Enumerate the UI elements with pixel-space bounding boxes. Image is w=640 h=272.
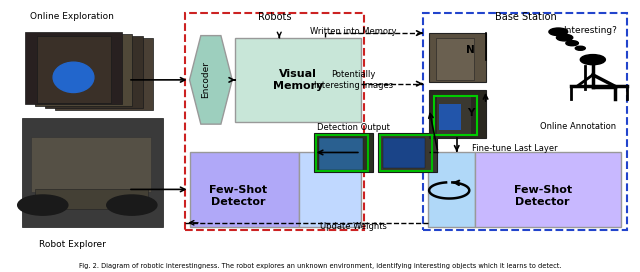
Circle shape xyxy=(580,55,605,65)
Bar xyxy=(428,152,475,227)
Polygon shape xyxy=(189,36,232,124)
Bar xyxy=(436,95,470,135)
Bar xyxy=(55,38,152,110)
Circle shape xyxy=(556,34,573,41)
Bar xyxy=(300,152,361,227)
Bar xyxy=(475,152,621,227)
Text: N: N xyxy=(466,45,475,54)
Text: Encoder: Encoder xyxy=(202,61,211,98)
Text: Robots: Robots xyxy=(258,12,292,21)
Bar xyxy=(433,95,477,135)
Bar xyxy=(45,36,143,108)
Bar xyxy=(424,13,627,230)
Text: Robot Explorer: Robot Explorer xyxy=(39,240,106,249)
Circle shape xyxy=(566,41,579,46)
Text: Online Exploration: Online Exploration xyxy=(30,12,114,21)
Circle shape xyxy=(107,195,157,215)
Bar xyxy=(25,32,122,104)
Text: Update Weights: Update Weights xyxy=(320,222,387,231)
Text: Fine-tune Last Layer: Fine-tune Last Layer xyxy=(472,144,557,153)
Text: Written into Memory: Written into Memory xyxy=(310,27,397,36)
Bar xyxy=(383,138,426,168)
Text: Few-Shot
Detector: Few-Shot Detector xyxy=(513,186,572,207)
Circle shape xyxy=(18,195,68,215)
Text: Potentially
Interesting Images: Potentially Interesting Images xyxy=(314,70,393,89)
Text: Interesting?: Interesting? xyxy=(563,26,616,35)
Bar xyxy=(35,189,148,209)
Text: Detection Output: Detection Output xyxy=(317,123,390,132)
Bar xyxy=(36,36,111,103)
Circle shape xyxy=(549,28,568,36)
Bar xyxy=(316,135,368,171)
Ellipse shape xyxy=(53,62,94,92)
Bar xyxy=(378,133,437,172)
Bar xyxy=(429,33,486,82)
Bar xyxy=(439,104,461,131)
Bar xyxy=(185,13,364,230)
Bar xyxy=(31,137,150,193)
Bar xyxy=(319,138,363,170)
Bar xyxy=(236,38,361,122)
Bar xyxy=(314,133,373,172)
Circle shape xyxy=(575,46,586,50)
Text: Y: Y xyxy=(467,108,474,118)
Text: Base Station: Base Station xyxy=(495,12,557,21)
Bar xyxy=(189,152,300,227)
Text: Fig. 2. Diagram of robotic interestingness. The robot explores an unknown enviro: Fig. 2. Diagram of robotic interestingne… xyxy=(79,263,561,269)
Bar xyxy=(380,135,432,171)
Bar xyxy=(35,34,132,106)
Text: Online Annotation: Online Annotation xyxy=(540,122,616,131)
Text: Few-Shot
Detector: Few-Shot Detector xyxy=(209,186,268,207)
Bar xyxy=(436,38,474,80)
Bar xyxy=(429,90,486,138)
Text: Visual
Memory: Visual Memory xyxy=(273,69,323,91)
Bar xyxy=(22,118,163,227)
